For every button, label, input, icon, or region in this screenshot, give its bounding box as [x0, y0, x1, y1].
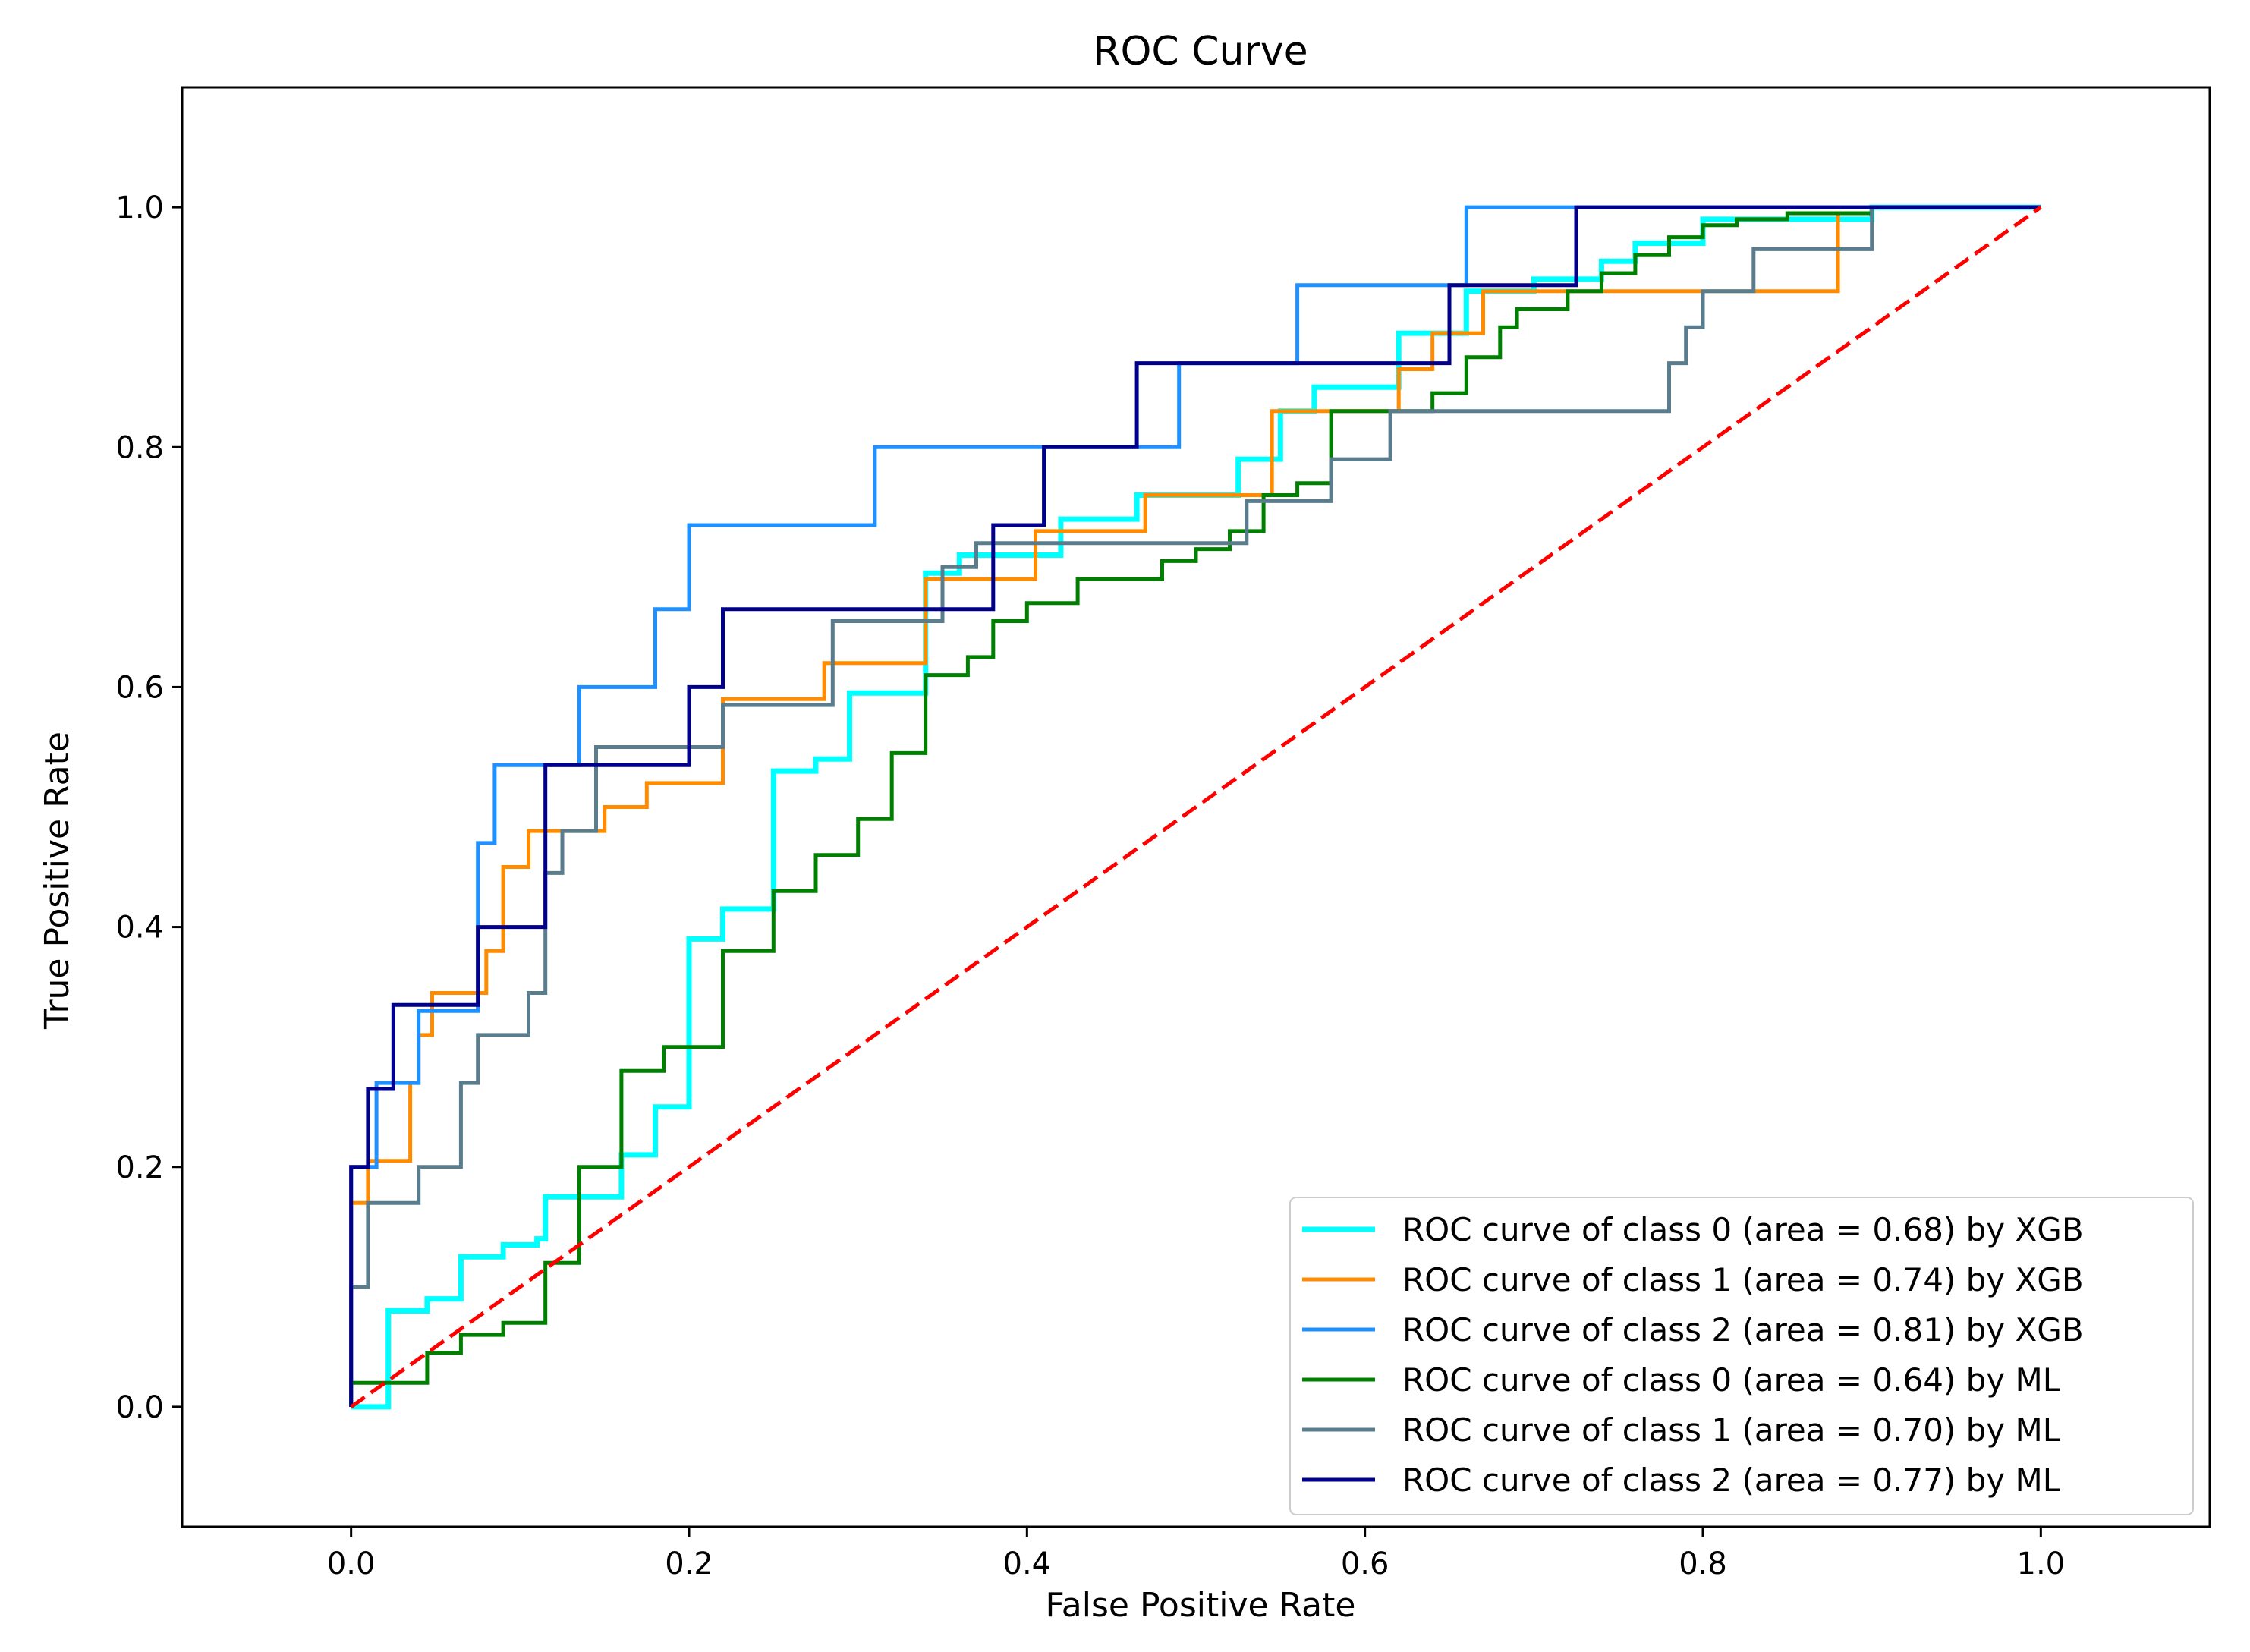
- legend-entry-label: ROC curve of class 1 (area = 0.70) by ML: [1402, 1411, 2061, 1449]
- y-axis-ticks: 0.0 0.2 0.4 0.6 0.8 1.0: [115, 190, 182, 1425]
- y-tick-label: 0.4: [115, 911, 164, 946]
- x-tick-label: 1.0: [2017, 1547, 2066, 1581]
- x-tick-label: 0.6: [1341, 1547, 1389, 1581]
- legend-entry-label: ROC curve of class 0 (area = 0.68) by XG…: [1402, 1211, 2084, 1248]
- x-tick-label: 0.8: [1679, 1547, 1727, 1581]
- x-tick-label: 0.2: [665, 1547, 713, 1581]
- x-axis-label: False Positive Rate: [1046, 1586, 1356, 1625]
- legend-entry-label: ROC curve of class 2 (area = 0.77) by ML: [1402, 1462, 2061, 1499]
- plot-frame: [181, 86, 2211, 1528]
- legend-entry-label: ROC curve of class 2 (area = 0.81) by XG…: [1402, 1311, 2084, 1348]
- roc-series-5: [349, 205, 2041, 1407]
- y-axis-label: True Positive Rate: [38, 732, 77, 1030]
- x-axis-ticks: 0.0 0.2 0.4 0.6 0.8 1.0: [327, 1527, 2065, 1581]
- y-tick-label: 0.0: [115, 1390, 164, 1425]
- chance-diagonal-line: [350, 206, 2042, 1408]
- x-tick-label: 0.0: [327, 1547, 376, 1581]
- roc-series-4: [349, 205, 2041, 1407]
- x-tick-label: 0.4: [1003, 1547, 1052, 1581]
- y-tick-label: 0.2: [115, 1150, 164, 1185]
- y-tick-label: 1.0: [115, 190, 164, 225]
- y-tick-label: 0.6: [115, 670, 164, 705]
- y-tick-label: 0.8: [115, 430, 164, 465]
- legend-entry-label: ROC curve of class 1 (area = 0.74) by XG…: [1402, 1261, 2084, 1298]
- legend: ROC curve of class 0 (area = 0.68) by XG…: [1289, 1197, 2194, 1515]
- chart-title: ROC Curve: [1093, 29, 1308, 74]
- legend-entry-label: ROC curve of class 0 (area = 0.64) by ML: [1402, 1361, 2061, 1399]
- plot-area: [349, 204, 2042, 1410]
- legend-box: [1289, 1197, 2194, 1515]
- roc-series-3: [349, 205, 2041, 1407]
- roc-series-1: [349, 205, 2041, 1407]
